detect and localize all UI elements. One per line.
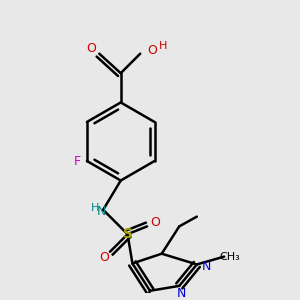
Text: N: N <box>202 260 211 273</box>
Text: H: H <box>91 203 100 213</box>
Text: H: H <box>158 41 167 51</box>
Text: S: S <box>123 227 133 241</box>
Text: O: O <box>147 44 157 57</box>
Text: N: N <box>176 287 186 300</box>
Text: O: O <box>150 216 160 229</box>
Text: CH₃: CH₃ <box>220 252 240 262</box>
Text: O: O <box>99 251 109 264</box>
Text: O: O <box>86 42 96 55</box>
Text: N: N <box>97 205 106 218</box>
Text: F: F <box>74 154 81 167</box>
